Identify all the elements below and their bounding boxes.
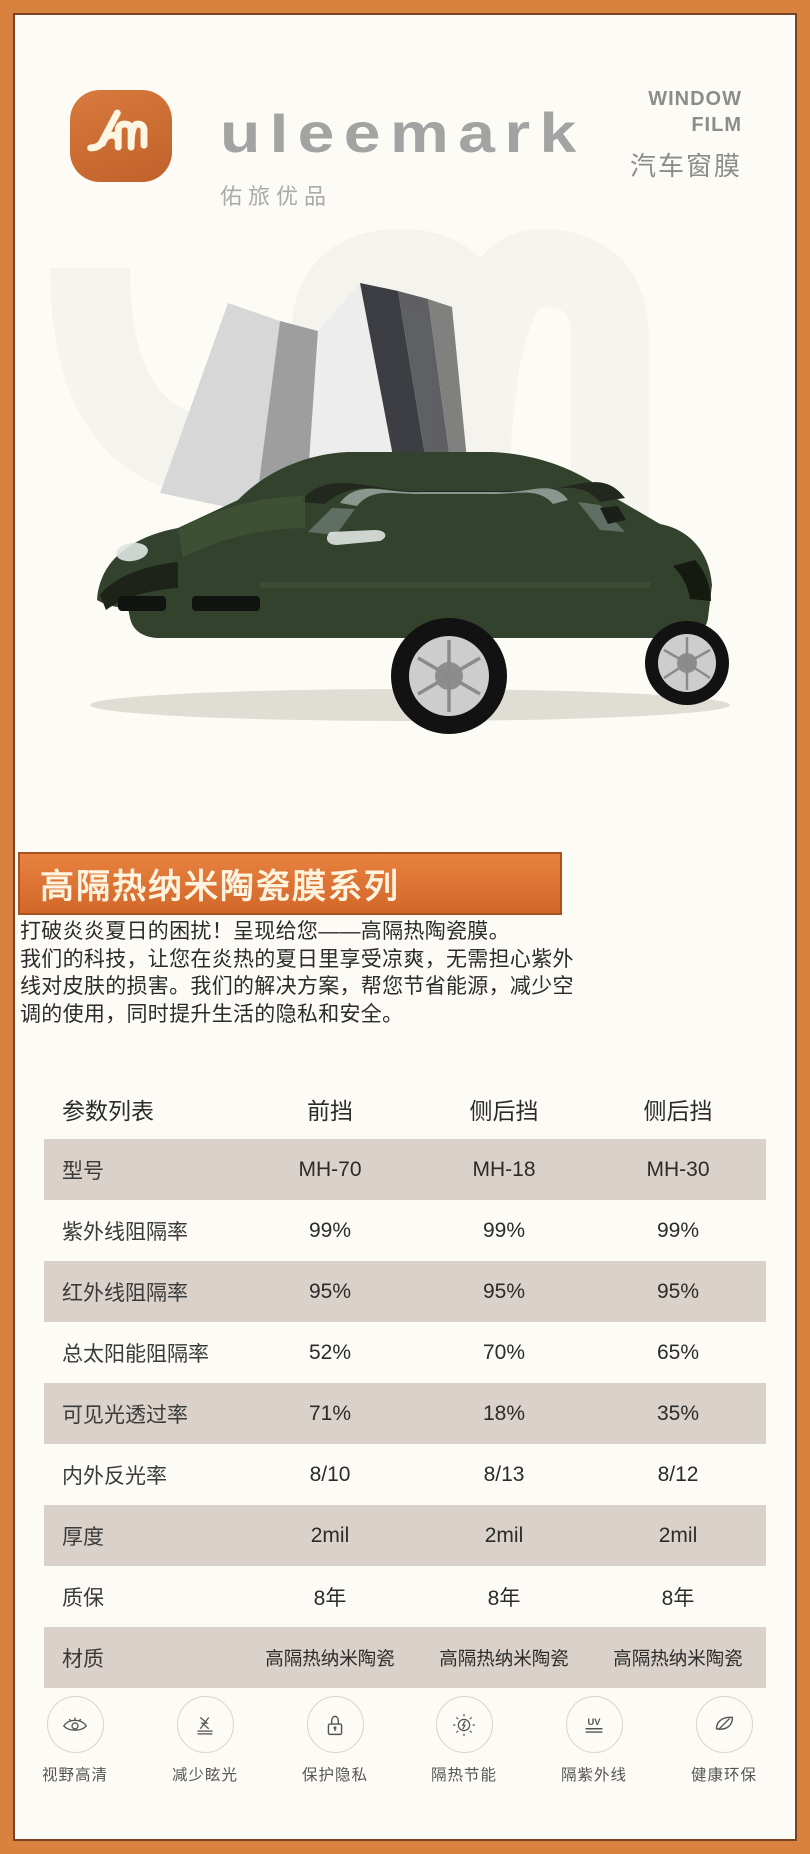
svg-text:UV: UV [587, 1717, 601, 1727]
